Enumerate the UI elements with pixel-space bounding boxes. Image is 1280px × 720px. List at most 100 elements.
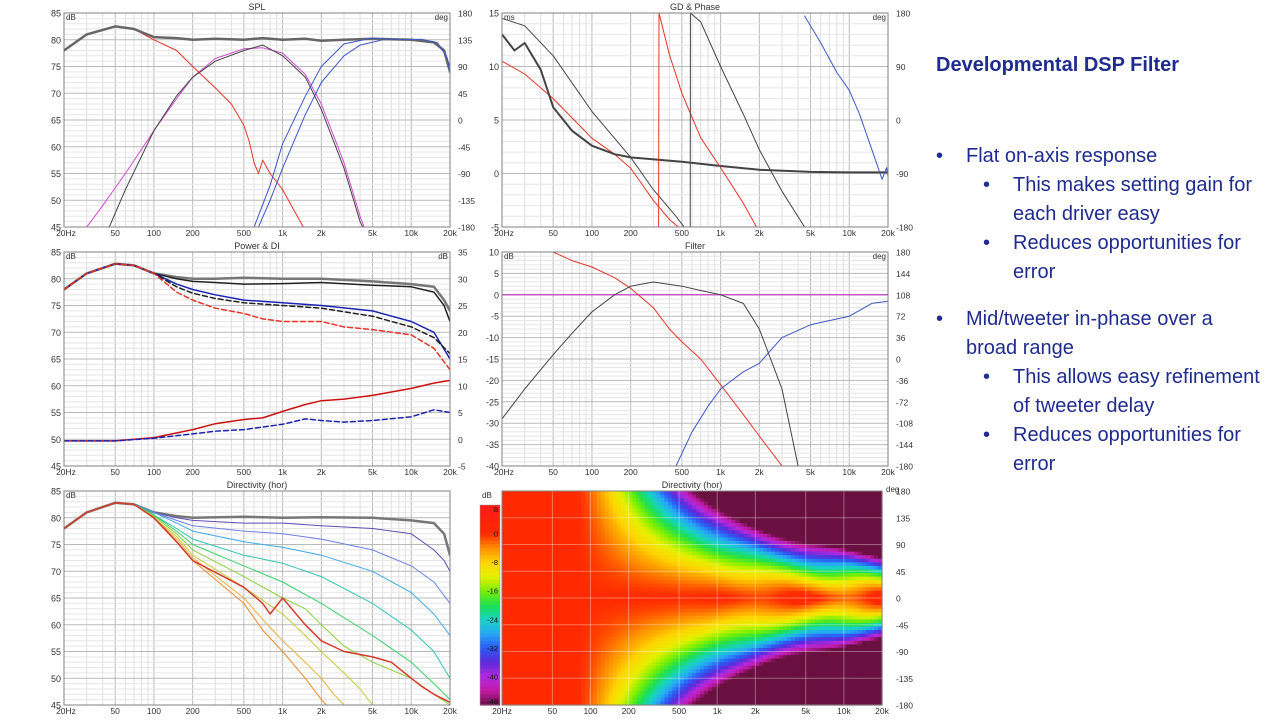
heatmap-cell: [743, 519, 749, 524]
heatmap-cell: [759, 551, 764, 556]
heatmap-cell: [680, 590, 685, 596]
x-tick-label: 50: [548, 228, 558, 238]
heatmap-cell: [620, 605, 626, 610]
y2-tick-label: 5: [458, 408, 463, 418]
heatmap-cell: [731, 533, 737, 538]
heatmap-cell: [703, 569, 709, 574]
heatmap-cell: [640, 615, 646, 620]
heatmap-cell: [727, 512, 733, 517]
heatmap-cell: [763, 505, 768, 510]
heatmap-cell: [585, 640, 590, 645]
heatmap-cell: [597, 651, 602, 656]
heatmap-cell: [577, 526, 582, 531]
heatmap-cell: [707, 662, 713, 667]
x-tick-label: 100: [585, 228, 599, 238]
heatmap-cell: [616, 669, 622, 674]
heatmap-cell: [692, 515, 697, 521]
heatmap-cell: [581, 512, 586, 517]
heatmap-cell: [620, 590, 626, 596]
y2-tick-label: 108: [896, 290, 910, 300]
heatmap-cell: [553, 644, 559, 649]
heatmap-cell: [593, 658, 598, 663]
heatmap-cell: [541, 690, 547, 695]
heatmap-cell: [668, 519, 673, 524]
heatmap-cell: [573, 644, 578, 649]
heatmap-cell: [648, 558, 654, 563]
heatmap-cell: [739, 562, 745, 567]
heatmap-cell: [771, 647, 776, 653]
heatmap-cell: [692, 501, 697, 506]
heatmap-cell: [664, 544, 669, 549]
heatmap-cell: [652, 569, 657, 574]
heatmap-cell: [787, 658, 792, 663]
heatmap-cell: [557, 637, 562, 642]
heatmap-cell: [680, 533, 685, 538]
heatmap-cell: [751, 523, 756, 528]
heatmap-cell: [581, 501, 586, 506]
heatmap-cell: [585, 633, 590, 638]
heatmap-cell: [597, 690, 602, 695]
heatmap-cell: [672, 608, 677, 613]
heatmap-cell: [517, 633, 523, 638]
heatmap-cell: [541, 508, 547, 513]
heatmap-cell: [620, 687, 626, 692]
heatmap-cell: [707, 608, 713, 613]
heatmap-cell: [600, 565, 606, 571]
heatmap-cell: [569, 626, 574, 631]
heatmap-cell: [589, 494, 594, 499]
heatmap-cell: [747, 612, 752, 617]
heatmap-cell: [790, 583, 796, 588]
heatmap-cell: [668, 665, 673, 670]
heatmap-cell: [703, 697, 709, 703]
heatmap-cell: [589, 498, 594, 503]
heatmap-cell: [597, 619, 602, 624]
heatmap-cell: [660, 655, 665, 660]
heatmap-cell: [644, 533, 650, 538]
heatmap-cell: [628, 694, 634, 699]
heatmap-cell: [533, 594, 539, 599]
heatmap-cell: [597, 680, 602, 685]
heatmap-cell: [577, 690, 582, 695]
heatmap-cell: [775, 665, 780, 670]
heatmap-cell: [624, 622, 630, 628]
heatmap-cell: [783, 530, 788, 535]
heatmap-cell: [581, 540, 586, 546]
heatmap-cell: [775, 515, 780, 521]
heatmap-cell: [763, 544, 768, 549]
heatmap-cell: [703, 701, 709, 706]
x-tick-label: 20Hz: [56, 467, 76, 477]
heatmap-cell: [723, 580, 729, 585]
y2-tick-label: -108: [896, 419, 913, 429]
heatmap-cell: [517, 515, 523, 521]
heatmap-cell: [755, 622, 760, 628]
heatmap-cell: [628, 669, 634, 674]
heatmap-cell: [620, 622, 626, 628]
heatmap-cell: [787, 555, 792, 560]
heatmap-cell: [589, 640, 594, 645]
heatmap-cell: [553, 523, 559, 528]
heatmap-cell: [688, 676, 693, 681]
heatmap-cell: [771, 512, 776, 517]
heatmap-cell: [703, 512, 709, 517]
heatmap-cell: [597, 697, 602, 703]
heatmap-cell: [632, 622, 638, 628]
heatmap-cell: [573, 651, 578, 656]
heatmap-cell: [612, 519, 618, 524]
heatmap-cell: [664, 501, 669, 506]
heatmap-cell: [557, 647, 562, 653]
heatmap-cell: [533, 573, 539, 578]
heatmap-cell: [521, 601, 527, 606]
heatmap-cell: [664, 523, 669, 528]
heatmap-cell: [759, 619, 764, 624]
heatmap-cell: [763, 676, 768, 681]
heatmap-cell: [640, 647, 646, 653]
heatmap-cell: [680, 644, 685, 649]
heatmap-cell: [640, 544, 646, 549]
heatmap-cell: [672, 530, 677, 535]
heatmap-cell: [668, 690, 673, 695]
heatmap-cell: [632, 558, 638, 563]
heatmap-cell: [533, 651, 539, 656]
heatmap-cell: [715, 594, 721, 599]
heatmap-cell: [676, 701, 681, 706]
heatmap-cell: [632, 605, 638, 610]
